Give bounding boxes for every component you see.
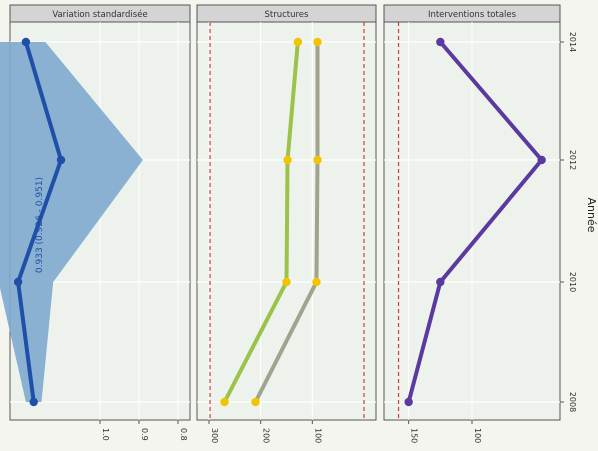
data-point bbox=[283, 155, 292, 165]
panel-title: Interventions totales bbox=[428, 10, 517, 20]
data-point bbox=[220, 397, 229, 407]
tick-label: 0.9 bbox=[140, 428, 149, 441]
tick-label: 150 bbox=[410, 428, 419, 443]
annotation-text: 0.933 (0.926 - 0.951) bbox=[35, 177, 45, 273]
panel-3: Interventions totales 100 150 bbox=[383, 4, 561, 443]
year-tick-label: 2010 bbox=[568, 272, 577, 292]
data-point bbox=[251, 397, 260, 407]
data-point bbox=[404, 397, 413, 407]
data-point bbox=[313, 155, 322, 165]
series-line-1 bbox=[406, 40, 544, 403]
year-tick-label: 2008 bbox=[568, 392, 577, 412]
data-point bbox=[436, 277, 445, 287]
data-point bbox=[293, 37, 303, 47]
year-tick-label: 2014 bbox=[568, 32, 577, 52]
series-line-1 bbox=[16, 41, 63, 403]
data-point bbox=[312, 277, 321, 287]
tick-label: 1.0 bbox=[101, 428, 110, 441]
panel-title: Structures bbox=[265, 10, 310, 20]
panel-1: Variation standardisée 1.0 0.9 0.8 0.933 (0.… bbox=[0, 4, 191, 441]
data-point bbox=[13, 277, 23, 287]
strip-background bbox=[196, 4, 377, 23]
data-point bbox=[537, 155, 546, 165]
data-point bbox=[21, 37, 31, 47]
series-line-2 bbox=[222, 41, 300, 403]
tick-label: 100 bbox=[313, 428, 322, 443]
series-line-1 bbox=[253, 42, 320, 403]
data-point bbox=[282, 277, 291, 287]
panel-title: Variation standardisée bbox=[52, 9, 147, 20]
confidence-band bbox=[0, 42, 143, 402]
tick-label: 200 bbox=[262, 428, 271, 443]
year-tick-label: 2012 bbox=[568, 150, 577, 170]
tick-label: 0.8 bbox=[179, 428, 188, 441]
tick-label: 100 bbox=[473, 428, 482, 443]
data-point bbox=[436, 37, 445, 47]
data-point bbox=[29, 397, 38, 407]
data-point bbox=[313, 37, 322, 47]
x-axis-title: Année bbox=[585, 197, 598, 232]
tick-label: 300 bbox=[210, 428, 219, 443]
data-point bbox=[56, 155, 66, 165]
panel-2: Structures 100 200 300 bbox=[196, 4, 377, 443]
